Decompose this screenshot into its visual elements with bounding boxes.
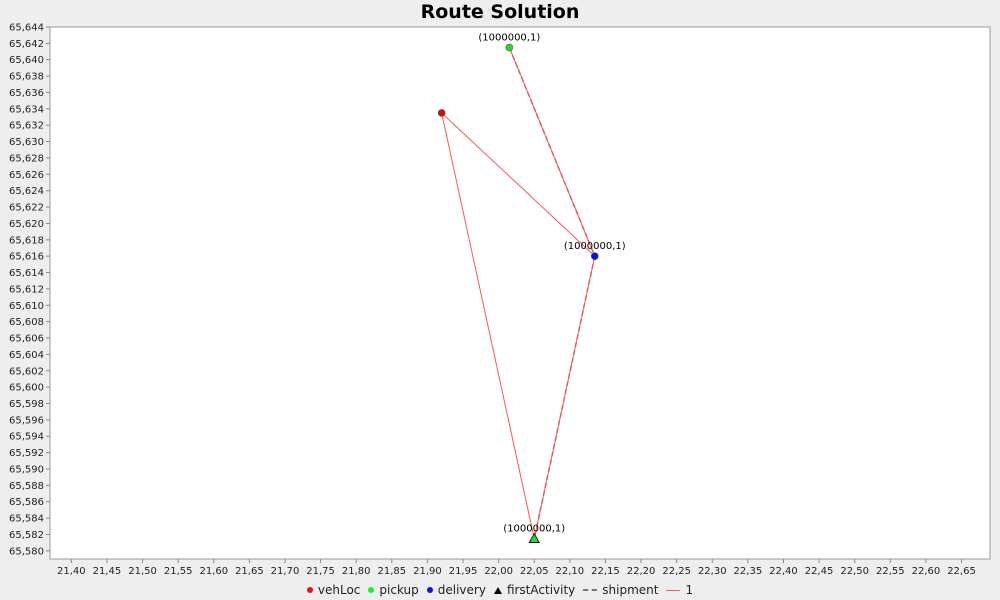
y-tick-label: 65,630 <box>9 137 44 148</box>
x-tick-label: 22,50 <box>840 566 869 577</box>
solid-line-icon <box>666 589 681 591</box>
point-labels: (1000000,1) (1000000,1) (1000000,1) <box>478 32 625 534</box>
x-tick-label: 22,40 <box>769 566 798 577</box>
y-tick-label: 65,614 <box>9 268 44 279</box>
legend-label: vehLoc <box>317 583 361 597</box>
y-tick-label: 65,602 <box>9 366 44 377</box>
y-tick-label: 65,610 <box>9 301 44 312</box>
vehLoc-marker <box>437 109 446 117</box>
delivery-dot-icon <box>426 587 433 593</box>
y-tick-label: 65,640 <box>9 55 44 66</box>
y-tick-label: 65,616 <box>9 252 44 263</box>
y-tick-label: 65,596 <box>9 415 44 426</box>
y-tick-label: 65,588 <box>9 481 44 492</box>
legend-label: delivery <box>437 583 486 597</box>
x-tick-label: 21,55 <box>164 566 193 577</box>
legend: vehLoc pickup delivery firstActivity shi… <box>0 581 1000 599</box>
data-points <box>437 43 599 543</box>
legend-item-route-1: 1 <box>666 583 693 597</box>
vehloc-dot-icon <box>306 587 313 593</box>
pickup-point-label: (1000000,1) <box>478 32 540 43</box>
y-tick-label: 65,604 <box>9 350 44 361</box>
y-tick-label: 65,632 <box>9 121 44 132</box>
x-tick-label: 22,30 <box>698 566 727 577</box>
pickup-dot-icon <box>368 587 375 593</box>
x-tick-label: 21,90 <box>413 566 442 577</box>
x-axis: 21,40 21,45 21,50 21,55 21,60 21,65 21,70 21,75… <box>57 559 976 577</box>
x-tick-label: 21,65 <box>235 566 264 577</box>
x-tick-label: 21,40 <box>57 566 86 577</box>
y-tick-label: 65,594 <box>9 432 44 443</box>
y-tick-label: 65,624 <box>9 186 44 197</box>
x-tick-label: 21,70 <box>271 566 300 577</box>
y-tick-label: 65,592 <box>9 448 44 459</box>
y-tick-label: 65,606 <box>9 334 44 345</box>
x-tick-label: 22,25 <box>662 566 691 577</box>
route-line <box>441 47 596 539</box>
chart-title: Route Solution <box>420 1 580 23</box>
firstActivity-marker <box>528 532 540 543</box>
dashed-line-icon <box>583 589 598 591</box>
y-axis: 65,580 65,582 65,584 65,586 65,588 65,590 65,5… <box>9 23 50 557</box>
x-tick-label: 21,85 <box>377 566 406 577</box>
x-tick-label: 21,45 <box>93 566 122 577</box>
x-tick-label: 21,95 <box>449 566 478 577</box>
delivery-point-label: (1000000,1) <box>564 241 626 252</box>
legend-label: shipment <box>602 583 659 597</box>
x-tick-label: 22,05 <box>520 566 549 577</box>
y-tick-label: 65,626 <box>9 170 44 181</box>
x-tick-label: 22,20 <box>627 566 656 577</box>
y-tick-label: 65,600 <box>9 383 44 394</box>
x-tick-label: 22,00 <box>484 566 513 577</box>
y-tick-label: 65,590 <box>9 464 44 475</box>
legend-item-shipment: shipment <box>583 583 658 597</box>
x-tick-label: 21,80 <box>342 566 371 577</box>
pickup-marker <box>505 43 514 52</box>
y-tick-label: 65,636 <box>9 88 44 99</box>
x-tick-label: 22,60 <box>912 566 941 577</box>
y-tick-label: 65,644 <box>9 23 44 34</box>
x-tick-label: 22,15 <box>591 566 620 577</box>
delivery-marker <box>590 252 599 260</box>
y-tick-label: 65,612 <box>9 284 44 295</box>
y-tick-label: 65,634 <box>9 104 44 115</box>
legend-item-vehloc: vehLoc <box>306 583 361 597</box>
x-tick-label: 22,35 <box>734 566 763 577</box>
y-tick-label: 65,584 <box>9 514 44 525</box>
y-tick-label: 65,580 <box>9 546 44 557</box>
y-tick-label: 65,582 <box>9 530 44 541</box>
x-tick-label: 22,10 <box>556 566 585 577</box>
route-polyline <box>441 47 596 539</box>
legend-label: firstActivity <box>506 583 576 597</box>
legend-item-pickup: pickup <box>368 583 419 597</box>
firstActivity-point-label: (1000000,1) <box>503 524 565 535</box>
y-tick-label: 65,586 <box>9 497 44 508</box>
plot-area <box>49 26 991 560</box>
y-tick-label: 65,622 <box>9 203 44 214</box>
x-tick-label: 22,65 <box>947 566 976 577</box>
legend-item-delivery: delivery <box>426 583 486 597</box>
x-tick-label: 21,50 <box>128 566 157 577</box>
legend-label: pickup <box>379 583 419 597</box>
x-tick-label: 21,60 <box>199 566 228 577</box>
x-tick-label: 22,45 <box>805 566 834 577</box>
legend-label: 1 <box>685 583 694 597</box>
y-tick-label: 65,642 <box>9 39 44 50</box>
triangle-icon <box>493 586 502 594</box>
y-tick-label: 65,608 <box>9 317 44 328</box>
y-tick-label: 65,628 <box>9 153 44 164</box>
y-tick-label: 65,618 <box>9 235 44 246</box>
y-tick-label: 65,620 <box>9 219 44 230</box>
y-tick-label: 65,638 <box>9 72 44 83</box>
x-tick-label: 21,75 <box>306 566 335 577</box>
legend-item-firstactivity: firstActivity <box>493 583 576 597</box>
y-tick-label: 65,598 <box>9 399 44 410</box>
x-tick-label: 22,55 <box>876 566 905 577</box>
